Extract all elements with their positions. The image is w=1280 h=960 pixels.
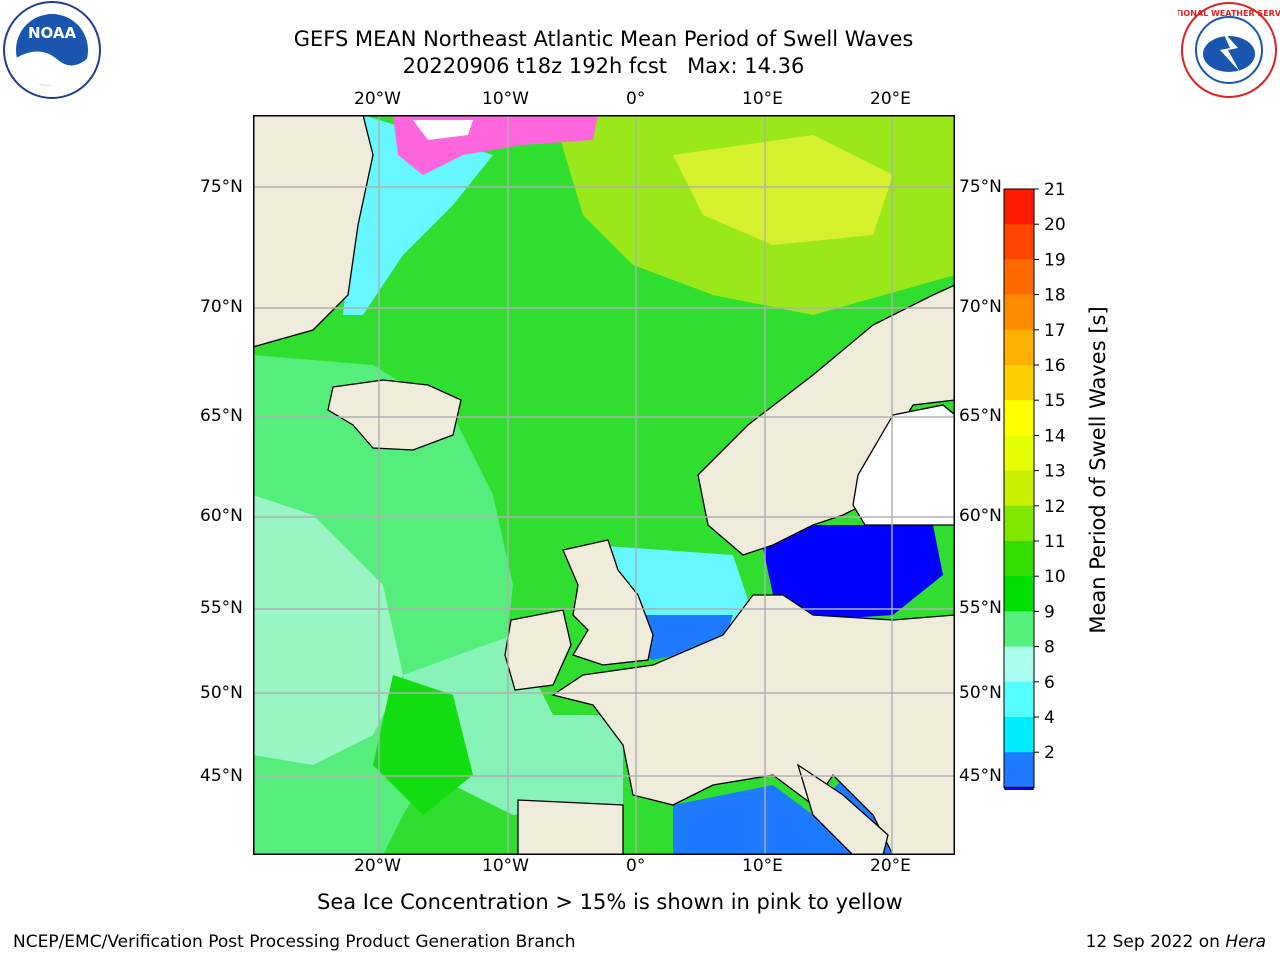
graticule bbox=[253, 115, 955, 855]
colorbar-swatch bbox=[1004, 717, 1034, 753]
lat-label-right: 50°N bbox=[959, 683, 1002, 703]
map-frame bbox=[253, 115, 955, 855]
colorbar-tick-label: 15 bbox=[1044, 391, 1066, 411]
colorbar-tick-label: 14 bbox=[1044, 426, 1066, 446]
lat-label-right: 70°N bbox=[959, 297, 1002, 317]
colorbar-frame bbox=[1003, 188, 1035, 788]
colorbar-swatch bbox=[1004, 224, 1034, 260]
colorbar-tick-label: 18 bbox=[1044, 286, 1066, 306]
land-italy bbox=[796, 763, 889, 855]
colorbar-tick-label: 6 bbox=[1044, 673, 1055, 693]
colorbar-swatch bbox=[1004, 259, 1034, 296]
sea-ice-core bbox=[413, 120, 473, 140]
lon-label-bottom: 10°E bbox=[742, 856, 783, 876]
colorbar-tick-label: 11 bbox=[1044, 532, 1066, 552]
sea-ice-caption: Sea Ice Concentration > 15% is shown in … bbox=[317, 890, 903, 914]
colorbar-swatch bbox=[1004, 294, 1034, 331]
lat-label-left: 70°N bbox=[200, 297, 243, 317]
ocean-region-west-light bbox=[253, 495, 403, 765]
colorbar-swatch bbox=[1004, 189, 1034, 225]
noaa-logo-text: NOAA bbox=[28, 24, 77, 42]
footer-host: Hera bbox=[1225, 932, 1266, 952]
land-finland-lake bbox=[852, 404, 955, 526]
colorbar: 21 20 19 18 17 16 15 14 13 12 11 10 9 8 6 4 2 bbox=[1003, 180, 1066, 790]
lon-label-bottom: 20°E bbox=[870, 856, 911, 876]
lat-label-right: 65°N bbox=[959, 406, 1002, 426]
colorbar-swatch bbox=[1004, 646, 1034, 683]
lat-label-left: 60°N bbox=[200, 506, 243, 526]
footer-right: 12 Sep 2022 on Hera bbox=[1086, 932, 1266, 952]
lat-label-left: 75°N bbox=[200, 177, 243, 197]
colorbar-tick-label: 13 bbox=[1044, 462, 1066, 482]
ocean-region-southwest bbox=[373, 675, 473, 815]
colorbar-swatch bbox=[1004, 400, 1034, 436]
lat-label-right: 60°N bbox=[959, 506, 1002, 526]
colorbar-swatch bbox=[1004, 365, 1034, 401]
ocean-region-greenland-cyan bbox=[343, 115, 493, 315]
colorbar-swatch bbox=[1004, 541, 1034, 577]
lon-label-bottom: 20°W bbox=[354, 856, 401, 876]
lon-label-bottom: 10°W bbox=[482, 856, 529, 876]
colorbar-swatch bbox=[1004, 505, 1034, 542]
colorbar-tick-label: 9 bbox=[1044, 602, 1055, 622]
colorbar-tick-label: 12 bbox=[1044, 497, 1066, 517]
lon-label-top: 20°W bbox=[354, 89, 401, 109]
lon-label-bottom: 0° bbox=[626, 856, 646, 876]
ocean-region-north-yellow2 bbox=[673, 135, 893, 245]
chart-title: GEFS MEAN Northeast Atlantic Mean Period… bbox=[293, 27, 914, 51]
colorbar-tick-label: 10 bbox=[1044, 567, 1066, 587]
lat-label-left: 65°N bbox=[200, 406, 243, 426]
lat-label-left: 55°N bbox=[200, 598, 243, 618]
colorbar-tick-label: 20 bbox=[1044, 215, 1066, 235]
footer-date: 12 Sep 2022 on bbox=[1085, 932, 1226, 952]
lat-label-right: 45°N bbox=[959, 766, 1002, 786]
chart-subtitle: 20220906 t18z 192h fcst Max: 14.36 bbox=[402, 54, 805, 78]
ocean-region-baltic bbox=[758, 525, 943, 620]
lat-label-left: 50°N bbox=[200, 683, 243, 703]
map-panel bbox=[253, 115, 955, 855]
land-europe bbox=[551, 594, 955, 855]
footer-left: NCEP/EMC/Verification Post Processing Pr… bbox=[13, 932, 576, 952]
land-greenland bbox=[253, 115, 374, 348]
noaa-logo: NOAA bbox=[3, 1, 101, 99]
colorbar-swatch bbox=[1004, 329, 1034, 366]
colorbar-swatch bbox=[1004, 681, 1034, 718]
land-ireland bbox=[504, 609, 572, 691]
colorbar-swatch bbox=[1004, 470, 1034, 507]
lon-label-top: 10°E bbox=[742, 89, 783, 109]
colorbar-tick-label: 8 bbox=[1044, 638, 1055, 658]
colorbar-tick-label: 16 bbox=[1044, 356, 1066, 376]
colorbar-tick-label: 19 bbox=[1044, 250, 1066, 270]
lon-label-top: 20°E bbox=[870, 89, 911, 109]
colorbar-tick-label: 17 bbox=[1044, 321, 1066, 341]
land-britain bbox=[562, 539, 654, 666]
colorbar-tick-label: 2 bbox=[1044, 743, 1055, 763]
lat-label-right: 55°N bbox=[959, 598, 1002, 618]
lon-label-top: 0° bbox=[626, 89, 646, 109]
colorbar-swatch bbox=[1004, 752, 1034, 788]
colorbar-label: Mean Period of Swell Waves [s] bbox=[1086, 306, 1110, 634]
colorbar-swatch bbox=[1004, 435, 1034, 472]
land-scandinavia bbox=[697, 284, 955, 556]
lat-label-right: 75°N bbox=[959, 177, 1002, 197]
colorbar-swatch bbox=[1004, 611, 1034, 648]
land-iberia bbox=[517, 799, 624, 855]
colorbar-tick-label: 21 bbox=[1044, 180, 1066, 200]
nws-logo: NATIONAL WEATHER SERVICE bbox=[1178, 2, 1280, 98]
colorbar-tick-label: 4 bbox=[1044, 708, 1055, 728]
nws-logo-text: NATIONAL WEATHER SERVICE bbox=[1178, 9, 1280, 18]
lon-label-top: 10°W bbox=[482, 89, 529, 109]
colorbar-swatch bbox=[1004, 576, 1034, 612]
lat-label-left: 45°N bbox=[200, 766, 243, 786]
